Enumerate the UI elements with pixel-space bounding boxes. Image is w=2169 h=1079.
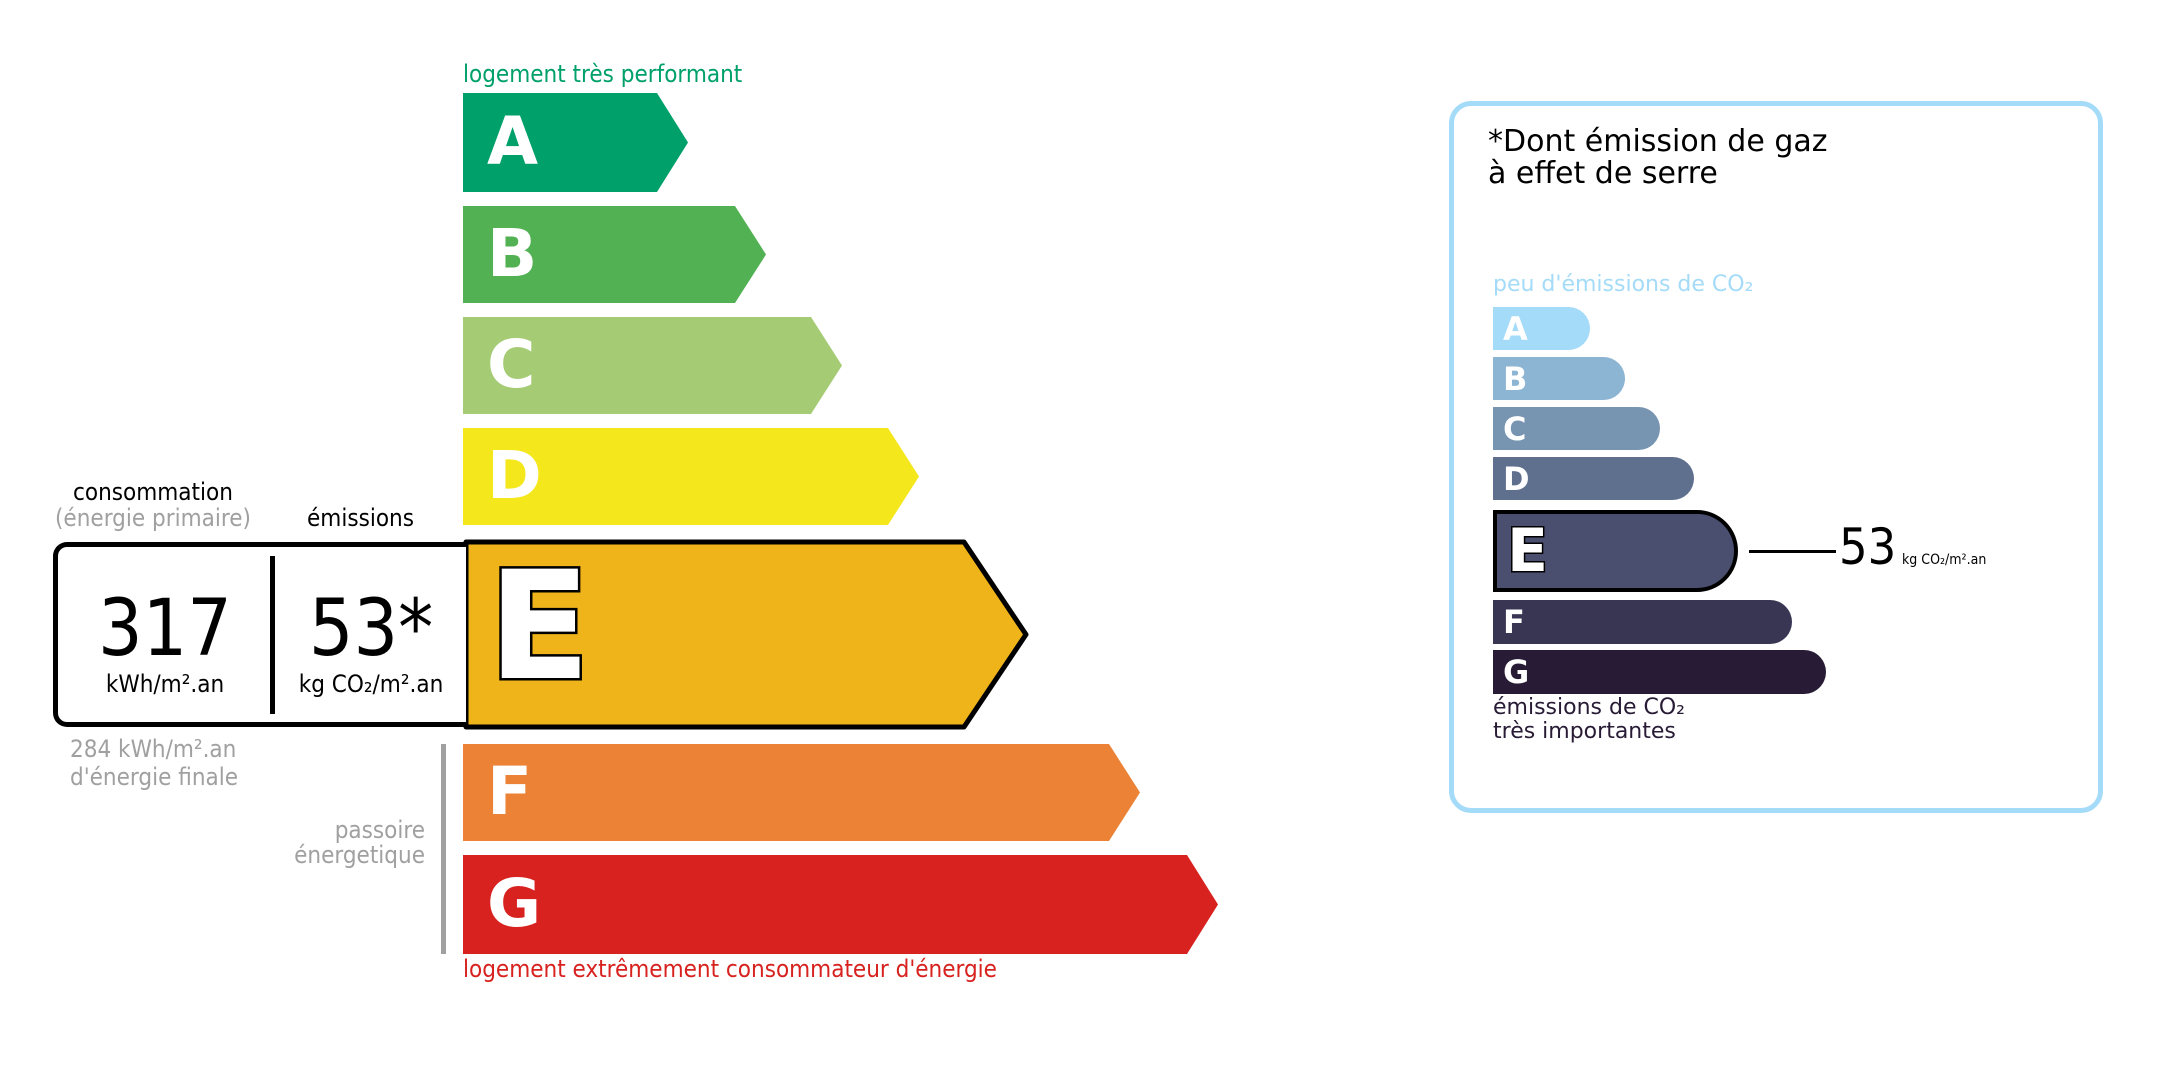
- consumption-value: 317: [98, 584, 232, 674]
- emissions-unit: kg CO₂/m².an: [298, 670, 444, 698]
- energy-class-d: D: [463, 428, 919, 525]
- final-energy-value: 284 kWh/m².an: [70, 735, 237, 763]
- ghg-class-d: D: [1493, 457, 1694, 500]
- ghg-pointer-line: [1749, 550, 1836, 553]
- ghg-class-b: B: [1493, 357, 1625, 400]
- passoire-label-1: passoire: [334, 816, 425, 844]
- ghg-value: 53: [1839, 518, 1897, 576]
- ghg-class-g: G: [1493, 650, 1826, 694]
- energy-class-c: C: [463, 317, 842, 414]
- energy-arrow-g: [463, 855, 1218, 954]
- energy-arrow-f: [463, 744, 1140, 841]
- energy-class-b: B: [463, 206, 766, 303]
- ghg-bottom-label-1: émissions de CO₂: [1493, 695, 1685, 720]
- ghg-class-f: F: [1493, 600, 1792, 644]
- energy-top-label: logement très performant: [463, 60, 743, 88]
- energy-class-letter: B: [487, 214, 538, 292]
- emissions-value: 53*: [308, 584, 434, 674]
- energy-bottom-label: logement extrêmement consommateur d'éner…: [463, 955, 997, 983]
- passoire-label-2: énergetique: [294, 841, 425, 869]
- energy-class-a: A: [463, 93, 688, 192]
- energy-class-letter: A: [487, 102, 539, 180]
- ghg-class-e: E: [1493, 510, 1738, 592]
- divider: [270, 556, 275, 714]
- energy-class-letter: D: [487, 436, 542, 514]
- consumption-label: consommation: [73, 478, 233, 506]
- energy-class-letter: E: [485, 540, 592, 714]
- energy-class-f: F: [463, 744, 1140, 841]
- emissions-label: émissions: [307, 504, 414, 532]
- energy-arrow-c: [463, 317, 842, 414]
- energy-class-g: G: [463, 855, 1218, 954]
- energy-class-letter: G: [487, 864, 542, 942]
- ghg-class-letter: D: [1503, 459, 1530, 498]
- energy-class-letter: C: [487, 325, 536, 403]
- passoire-bracket: [441, 744, 446, 954]
- energy-class-letter: F: [487, 752, 533, 830]
- values-box: [53, 542, 466, 727]
- energy-arrow-d: [463, 428, 919, 525]
- ghg-bottom-label-2: très importantes: [1493, 719, 1676, 744]
- energy-class-e: E: [463, 539, 1029, 730]
- ghg-class-letter: E: [1506, 515, 1550, 588]
- ghg-title-2: à effet de serre: [1488, 156, 1718, 191]
- ghg-class-letter: C: [1503, 409, 1527, 448]
- energy-arrow-e: [463, 539, 1029, 730]
- ghg-class-letter: A: [1503, 309, 1528, 348]
- ghg-class-letter: F: [1503, 603, 1525, 641]
- ghg-unit: kg CO₂/m².an: [1902, 552, 1987, 568]
- ghg-top-label: peu d'émissions de CO₂: [1493, 272, 1754, 297]
- ghg-class-letter: G: [1503, 653, 1530, 691]
- ghg-class-a: A: [1493, 307, 1590, 350]
- energy-arrow-a: [463, 93, 688, 192]
- consumption-sub-label: (énergie primaire): [55, 504, 251, 532]
- ghg-panel: *Dont émission de gaz à effet de serre: [1449, 101, 2103, 813]
- ghg-class-c: C: [1493, 407, 1660, 450]
- consumption-unit: kWh/m².an: [105, 670, 225, 698]
- final-energy-label: d'énergie finale: [70, 763, 239, 791]
- ghg-title-1: *Dont émission de gaz: [1488, 124, 1828, 159]
- energy-arrow-b: [463, 206, 766, 303]
- ghg-class-letter: B: [1503, 359, 1528, 398]
